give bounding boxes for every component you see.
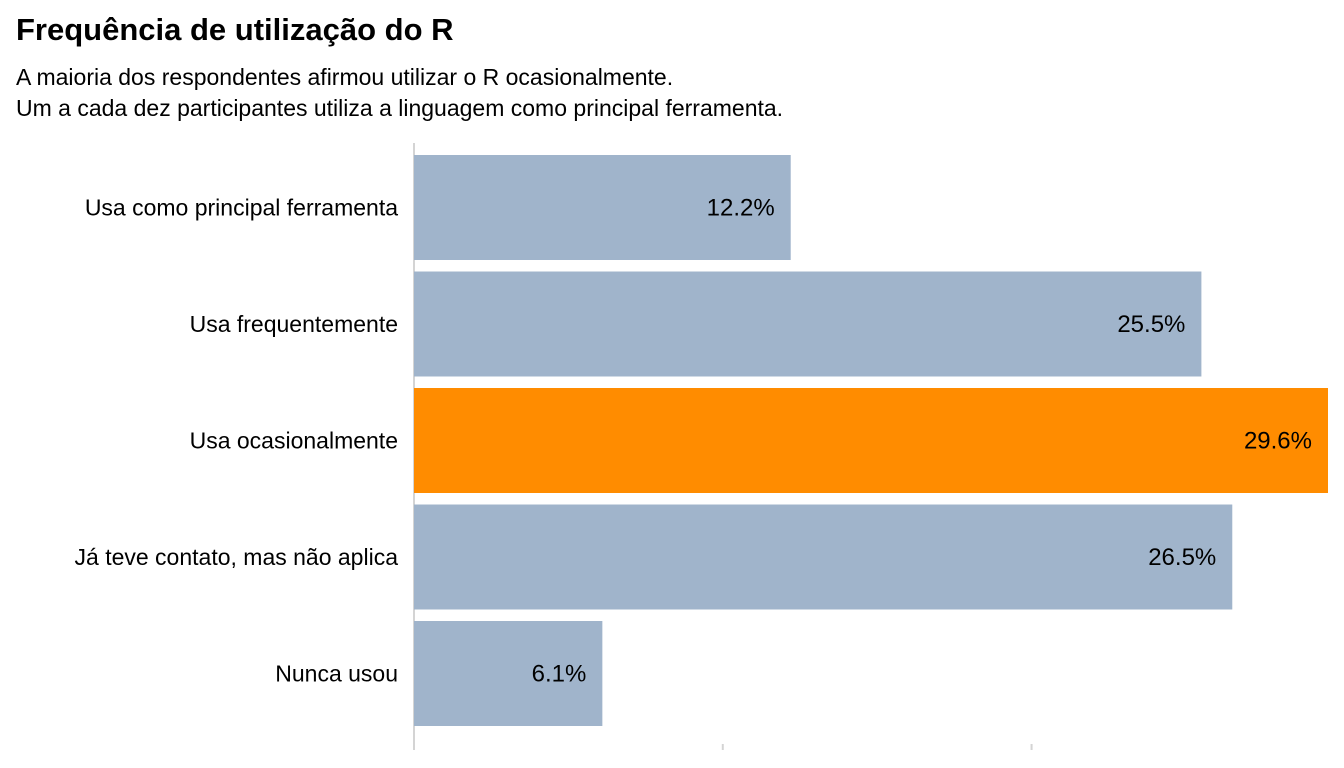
bar-2 [414, 388, 1328, 493]
bar-3 [414, 504, 1233, 610]
value-label-1: 25.5% [1117, 311, 1185, 338]
value-label-2: 29.6% [1244, 428, 1312, 455]
value-label-3: 26.5% [1148, 544, 1216, 571]
value-label-0: 12.2% [707, 195, 775, 222]
bar-0 [414, 155, 791, 260]
chart-subtitle: A maioria dos respondentes afirmou utili… [16, 62, 783, 124]
category-label-3: Já teve contato, mas não aplica [75, 544, 399, 570]
bar-4 [414, 621, 603, 726]
category-label-2: Usa ocasionalmente [190, 428, 398, 454]
subtitle-line-1: A maioria dos respondentes afirmou utili… [16, 64, 674, 90]
category-label-0: Usa como principal ferramenta [85, 195, 398, 221]
subtitle-line-2: Um a cada dez participantes utiliza a li… [16, 95, 784, 121]
category-label-1: Usa frequentemente [190, 311, 398, 337]
chart-title: Frequência de utilização do R [16, 12, 454, 47]
value-label-4: 6.1% [532, 661, 587, 688]
category-label-4: Nunca usou [275, 661, 398, 687]
bar-1 [414, 271, 1202, 377]
